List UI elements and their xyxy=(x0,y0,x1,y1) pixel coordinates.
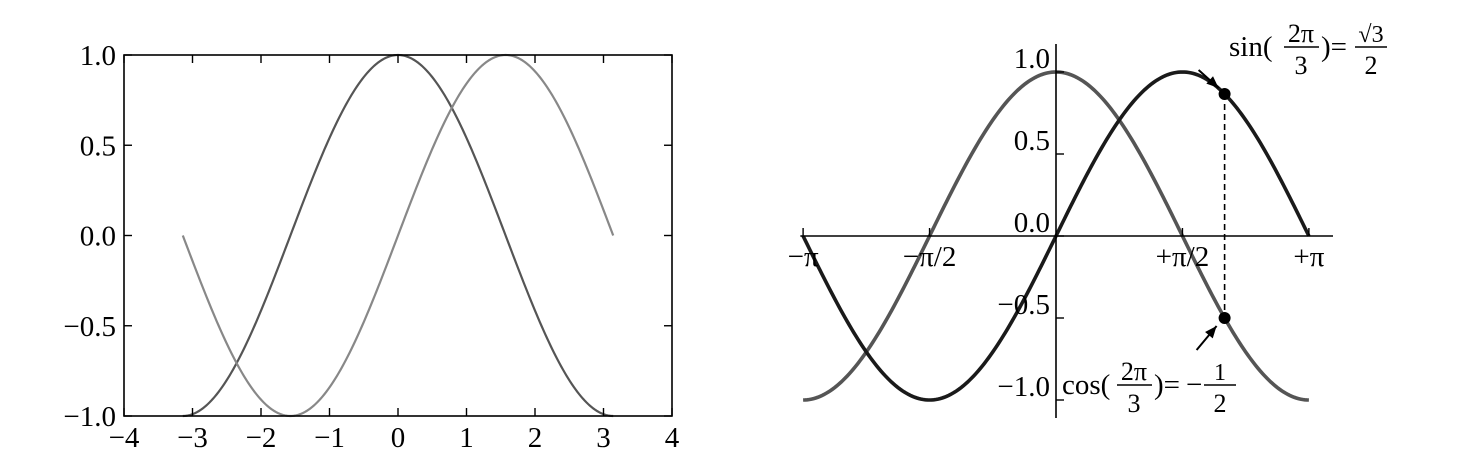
cos-label-prefix: cos( xyxy=(1062,369,1110,401)
x-tick-label: 1 xyxy=(459,422,474,454)
cos-annotation-arrow-head xyxy=(1205,326,1217,339)
x-tick-label: −π/2 xyxy=(903,241,957,273)
y-tick-label: 0.5 xyxy=(80,130,116,162)
y-tick-label: 0.0 xyxy=(1014,207,1050,239)
sin-annotation-arrow-head xyxy=(1206,76,1219,88)
right-chart: −π −π/2 +π/2 +π 1.0 0.5 0.0 −0.5 −1.0 sin( 2π 3 )= √3… xyxy=(788,19,1387,418)
x-tick-label: 2 xyxy=(528,422,543,454)
sin-label-mid: )= xyxy=(1321,31,1347,63)
cos-label-rhs-denominator: 2 xyxy=(1214,389,1227,418)
cos-label-numerator: 2π xyxy=(1121,357,1147,386)
sin-label-prefix: sin( xyxy=(1229,31,1273,63)
x-tick-label: −π xyxy=(788,241,819,273)
cos-label-rhs-numerator: 1 xyxy=(1214,360,1226,386)
x-tick-label: 3 xyxy=(596,422,611,454)
x-tick-label: −1 xyxy=(314,422,345,454)
x-tick-label: 4 xyxy=(665,422,680,454)
annotation-label-cos: cos( 2π 3 )= −1 2 xyxy=(1062,357,1236,418)
y-tick-label: 1.0 xyxy=(80,40,116,72)
y-tick-label: −0.5 xyxy=(63,311,116,343)
y-tick-label: 1.0 xyxy=(1014,43,1050,75)
sin-label-rhs-numerator: √3 xyxy=(1358,22,1383,48)
y-tick-label: −1.0 xyxy=(63,401,116,433)
y-tick-label: −0.5 xyxy=(997,289,1050,321)
cos-label-denominator: 3 xyxy=(1128,389,1141,418)
sin-label-denominator: 3 xyxy=(1295,51,1308,80)
left-chart: −4 −3 −2 −1 0 1 2 3 4 1.0 0.5 0.0 −0.5 −1.0 xyxy=(63,40,679,454)
sin-label-rhs-denominator: 2 xyxy=(1365,51,1378,80)
x-tick-label: −4 xyxy=(109,422,140,454)
x-tick-label: +π xyxy=(1293,241,1324,273)
y-tick-label: 0.0 xyxy=(80,221,116,253)
annotation-point-sin xyxy=(1218,87,1231,100)
cos-label-sign: − xyxy=(1186,369,1202,401)
x-tick-label: −3 xyxy=(177,422,208,454)
x-tick-label: −2 xyxy=(246,422,277,454)
y-tick-label: 0.5 xyxy=(1014,125,1050,157)
annotation-point-cos xyxy=(1218,312,1231,324)
cos-label-mid: )= xyxy=(1154,369,1180,401)
sin-label-numerator: 2π xyxy=(1288,19,1314,48)
x-tick-label: 0 xyxy=(391,422,406,454)
annotation-label-sin: sin( 2π 3 )= √3 2 xyxy=(1229,19,1387,80)
y-tick-label: −1.0 xyxy=(997,371,1050,403)
series-line-sin xyxy=(181,53,615,418)
x-tick-label: +π/2 xyxy=(1156,241,1210,273)
